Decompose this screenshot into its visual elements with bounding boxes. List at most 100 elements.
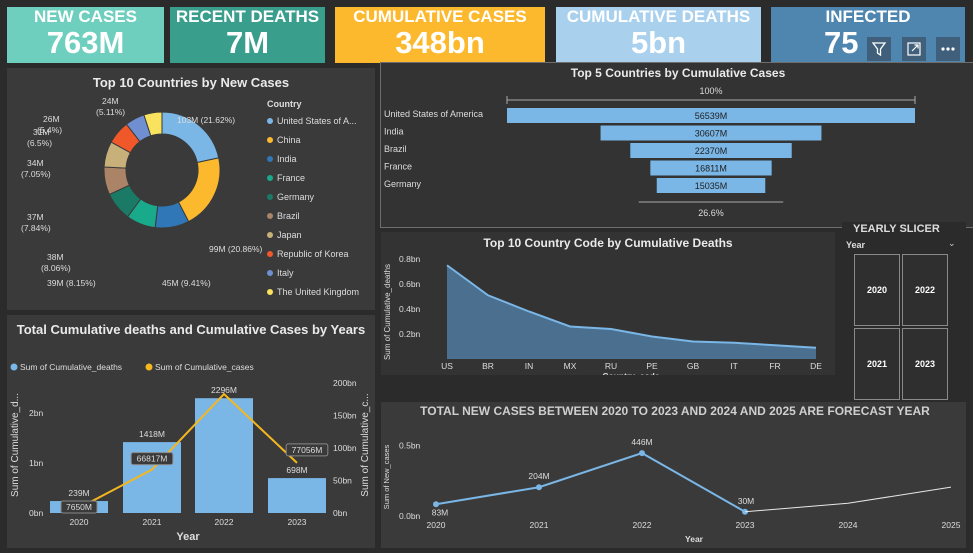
legend-dot <box>267 155 273 162</box>
left-y-tick: 2bn <box>29 408 43 418</box>
donut-legend: United States of A... China India France Ger… <box>267 111 359 301</box>
funnel-top-label: 100% <box>699 86 722 96</box>
slice-label: (7.84%) <box>21 223 51 233</box>
line-data-label: 7650M <box>66 502 92 512</box>
forecast-x-tick: 2021 <box>530 520 549 530</box>
forecast-line <box>744 486 952 513</box>
line-data-label: 77056M <box>292 445 323 455</box>
slice-label: (5.4%) <box>37 125 62 135</box>
legend-item[interactable]: United States of A... <box>267 111 359 130</box>
legend-dot <box>267 212 273 219</box>
legend-label: China <box>277 134 301 145</box>
combo-x-tick: 2023 <box>288 517 307 527</box>
forecast-y-tick: 0.0bn <box>399 511 421 521</box>
right-y-label: Sum of Cumulative_c... <box>360 393 371 496</box>
slicer-year-2022[interactable]: 2022 <box>902 254 948 326</box>
legend-item[interactable]: India <box>267 149 359 168</box>
left-y-label: Sum of Cumulative_d... <box>10 393 21 497</box>
area-x-tick: US <box>441 361 453 371</box>
legend-label: Republic of Korea <box>277 248 349 259</box>
legend-item[interactable]: Germany <box>267 187 359 206</box>
legend-item[interactable]: Japan <box>267 225 359 244</box>
slice-label: 26M <box>43 114 60 124</box>
slicer-title: YEARLY SLICER <box>853 223 940 235</box>
kpi-label: INFECTED <box>825 7 911 26</box>
kpi-label: CUMULATIVE CASES <box>353 7 527 26</box>
forecast-panel: 0.5bn 0.0bn Sum of New_cases 83M 204M 446M 30M… <box>381 402 966 548</box>
forecast-x-tick: 2023 <box>736 520 755 530</box>
combo-x-tick: 2021 <box>143 517 162 527</box>
funnel-category: Germany <box>384 179 422 189</box>
slicer-year-2020[interactable]: 2020 <box>854 254 900 326</box>
actual-line <box>435 451 746 513</box>
combo-line <box>78 392 298 509</box>
forecast-title: TOTAL NEW CASES BETWEEN 2020 TO 2023 AND… <box>420 404 930 418</box>
area-y-tick: 0.6bn <box>399 279 421 289</box>
area-x-tick: PE <box>646 361 658 371</box>
actual-data-label: 204M <box>528 471 549 481</box>
funnel-bar <box>630 143 792 158</box>
legend-label: India <box>277 153 297 164</box>
line-label-box <box>60 500 98 514</box>
funnel-bar <box>650 160 772 176</box>
slicer-year-2021[interactable]: 2021 <box>854 328 900 400</box>
slice-label: (8.06%) <box>41 263 71 273</box>
slice-label: 24M <box>102 96 119 106</box>
actual-point <box>433 501 439 508</box>
funnel-value: 22370M <box>695 146 728 156</box>
area-x-tick: RU <box>605 361 617 371</box>
legend-label: Sum of Cumulative_deaths <box>20 362 122 372</box>
legend-item[interactable]: China <box>267 130 359 149</box>
slice-label: (6.5%) <box>27 138 52 148</box>
right-y-tick: 100bn <box>333 443 357 453</box>
area-x-tick: FR <box>769 361 780 371</box>
kpi-label: CUMULATIVE DEATHS <box>566 7 751 26</box>
funnel-chart: 100% United States of America 56539M India 3… <box>384 86 916 218</box>
legend-item[interactable]: Italy <box>267 263 359 282</box>
left-y-tick: 0bn <box>29 508 43 518</box>
slice-label: 37M <box>27 212 44 222</box>
funnel-bar <box>600 125 822 141</box>
legend-item[interactable]: Brazil <box>267 206 359 225</box>
yearly-slicer: YEARLY SLICER Year ⌄ 2020 2022 2021 2023 <box>842 222 966 400</box>
legend-item[interactable]: France <box>267 168 359 187</box>
forecast-x-tick: 2024 <box>839 520 858 530</box>
forecast-chart: 0.5bn 0.0bn Sum of New_cases 83M 204M 446M 30M… <box>382 437 961 544</box>
right-y-tick: 150bn <box>333 411 357 421</box>
slice-label: 45M (9.41%) <box>162 278 211 288</box>
area-title: Top 10 Country Code by Cumulative Deaths <box>483 236 733 250</box>
focus-mode-icon[interactable] <box>902 37 926 61</box>
filter-icon[interactable] <box>867 37 891 61</box>
combo-x-tick: 2020 <box>70 517 89 527</box>
legend-dot <box>267 174 273 181</box>
line-label-box <box>130 452 174 466</box>
area-x-tick: DE <box>810 361 822 371</box>
actual-point <box>639 450 645 457</box>
legend-dot <box>267 269 273 276</box>
slice-label: 31M <box>33 127 50 137</box>
more-options-icon[interactable] <box>936 37 960 61</box>
bar-data-label: 698M <box>286 465 307 475</box>
kpi-value: 5bn <box>630 25 687 60</box>
kpi-value: 348bn <box>395 25 485 60</box>
legend-item[interactable]: The United Kingdom <box>267 282 359 301</box>
kpi-label: RECENT DEATHS <box>175 7 320 26</box>
slicer-year-2023[interactable]: 2023 <box>902 328 948 400</box>
combo-bar <box>268 478 326 513</box>
kpi-cumulative-deaths: CUMULATIVE DEATHS 5bn <box>556 7 761 63</box>
area-line <box>446 264 817 349</box>
legend-dot <box>267 231 273 238</box>
chevron-down-icon[interactable]: ⌄ <box>948 238 956 248</box>
kpi-value: 763M <box>46 25 125 60</box>
funnel-category: France <box>384 162 412 172</box>
combo-bar <box>195 398 253 513</box>
legend-item[interactable]: Republic of Korea <box>267 244 359 263</box>
combo-panel: Total Cumulative deaths and Cumulative C… <box>7 315 375 548</box>
funnel-value: 56539M <box>695 111 728 121</box>
legend-label: France <box>277 172 306 183</box>
forecast-y-label: Sum of New_cases <box>382 444 391 509</box>
legend-label: The United Kingdom <box>277 286 360 297</box>
legend-label: Italy <box>277 267 294 278</box>
funnel-bar <box>656 178 766 193</box>
combo-x-label: Year <box>176 531 200 543</box>
